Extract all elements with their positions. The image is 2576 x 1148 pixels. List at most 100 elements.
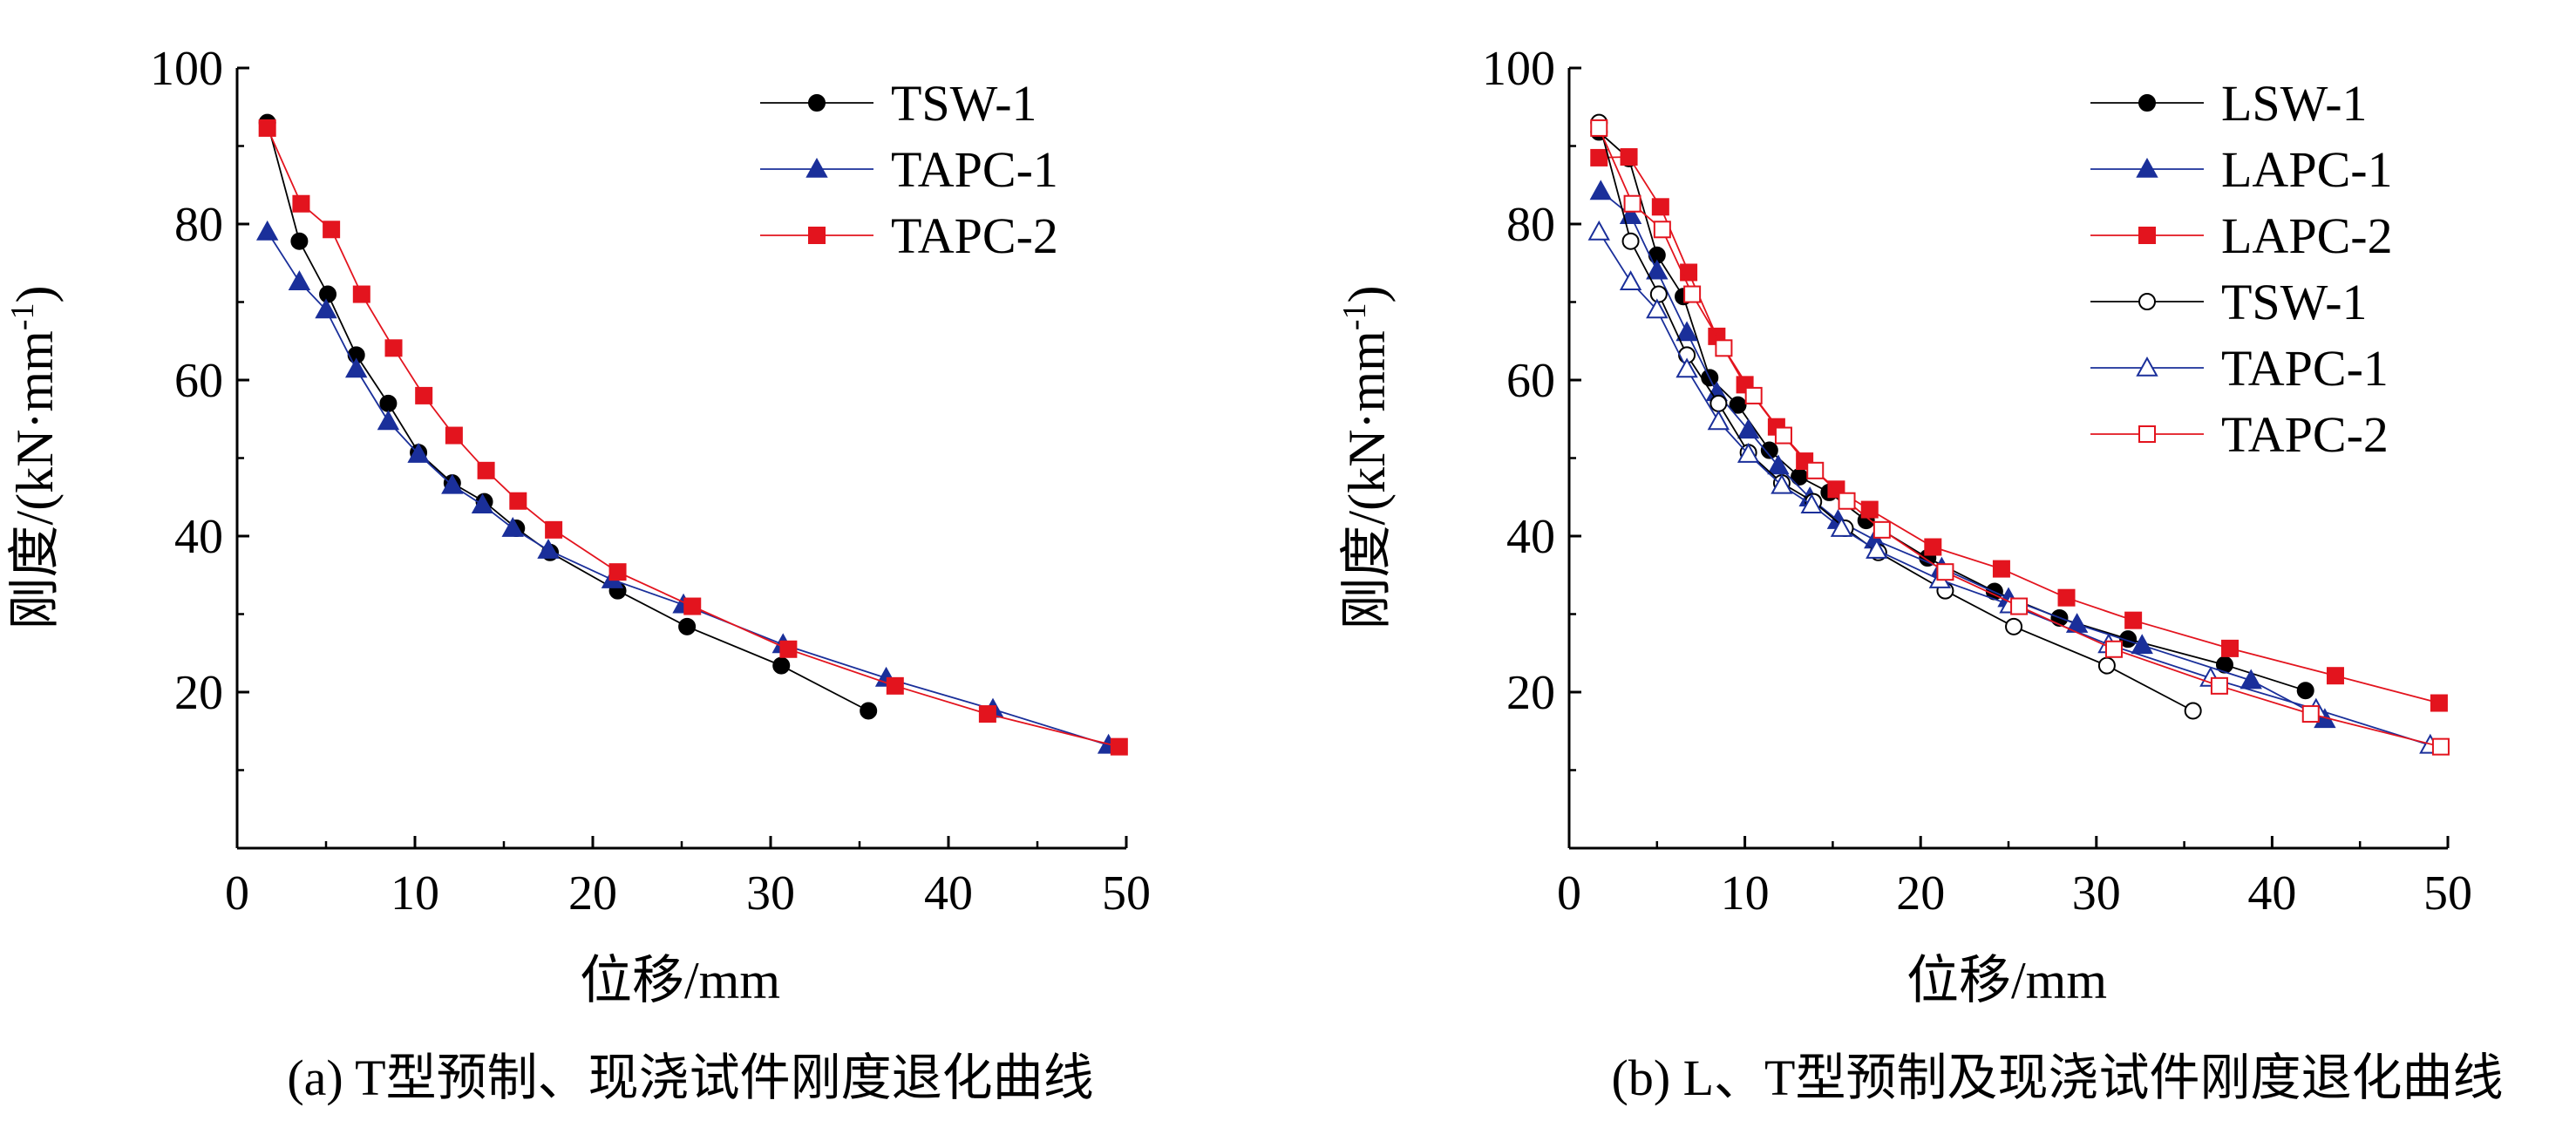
- data-point: [2057, 588, 2076, 607]
- data-point: [2430, 694, 2448, 712]
- data-point: [1587, 220, 1610, 241]
- data-point: [608, 563, 627, 581]
- data-point: [1924, 538, 1942, 556]
- legend-label: TAPC-2: [2221, 406, 2389, 463]
- series-tapc-1: [1587, 220, 2442, 754]
- data-point: [1767, 454, 1790, 475]
- x-tick-label: 10: [391, 866, 439, 920]
- y-tick-label: 60: [174, 354, 223, 408]
- data-point: [537, 539, 560, 559]
- data-point: [2104, 640, 2123, 658]
- data-point: [2097, 656, 2116, 675]
- data-point: [2240, 669, 2262, 689]
- data-point: [1675, 357, 1698, 378]
- data-point: [2124, 611, 2143, 629]
- x-tick-label: 20: [568, 866, 617, 920]
- data-point: [501, 516, 524, 537]
- data-point: [1774, 426, 1792, 445]
- data-point: [2184, 702, 2202, 720]
- data-point: [2326, 667, 2344, 685]
- data-point: [445, 426, 463, 445]
- data-point: [678, 617, 697, 635]
- data-point: [886, 676, 904, 695]
- legend-label: TSW-1: [2221, 274, 2368, 330]
- data-point: [1646, 298, 1669, 319]
- x-tick-label: 50: [2423, 866, 2472, 920]
- data-point: [1729, 396, 1747, 414]
- legend-item: TAPC-2: [2090, 406, 2389, 463]
- figure-caption: (a) T型预制、现浇试件刚度退化曲线: [287, 1050, 1093, 1106]
- y-axis-title-close: ): [6, 286, 64, 303]
- data-point: [1744, 386, 1763, 404]
- y-axis-title-exponent: -1: [4, 303, 41, 331]
- x-tick-label: 30: [746, 866, 795, 920]
- legend-label: LSW-1: [2221, 75, 2368, 132]
- data-point: [1619, 204, 1642, 224]
- legend-marker: [2138, 227, 2156, 244]
- data-point: [407, 442, 430, 463]
- data-point: [344, 357, 368, 378]
- series-line: [1598, 231, 2431, 746]
- legend-label: LAPC-2: [2221, 207, 2393, 264]
- data-point: [288, 270, 311, 291]
- legend-marker: [808, 227, 826, 244]
- x-tick-label: 0: [1557, 866, 1581, 920]
- data-point: [1590, 148, 1608, 166]
- data-point: [2431, 737, 2450, 756]
- x-tick-label: 40: [924, 866, 973, 920]
- data-point: [415, 386, 433, 404]
- chart-panel-a: 0 10 20 30 40 50 20 40 60 80 100 位移/mm 刚度/(kN·mm-1) T…: [4, 42, 1151, 1106]
- data-point: [1806, 461, 1825, 479]
- data-point: [2010, 597, 2029, 615]
- data-point: [860, 702, 878, 720]
- legend-item: TAPC-1: [2090, 340, 2389, 397]
- data-point: [2301, 705, 2320, 723]
- series-tapc-2: [1590, 119, 2450, 756]
- data-point: [352, 285, 370, 303]
- data-point: [377, 410, 400, 431]
- x-tick-label: 0: [225, 866, 249, 920]
- data-point: [2005, 617, 2023, 635]
- y-tick-label: 100: [1482, 42, 1555, 96]
- legend-marker: [2138, 94, 2156, 112]
- data-point: [1771, 473, 1793, 494]
- y-tick-label: 40: [174, 510, 223, 564]
- y-tick-label: 80: [1506, 198, 1555, 252]
- series-tapc-1: [255, 220, 1120, 754]
- data-point: [1760, 441, 1778, 459]
- data-point: [323, 221, 341, 239]
- data-point: [315, 298, 337, 319]
- series-line: [1598, 131, 2306, 692]
- data-point: [545, 520, 563, 539]
- y-tick-label: 80: [174, 198, 223, 252]
- legend-label: TAPC-2: [891, 207, 1058, 264]
- data-point: [292, 194, 310, 213]
- legend-label: LAPC-1: [2221, 141, 2393, 198]
- x-tick-label: 20: [1896, 866, 1945, 920]
- data-point: [1866, 539, 1888, 559]
- data-point: [1619, 270, 1642, 291]
- legend-item: LAPC-1: [2090, 141, 2393, 198]
- data-point: [1620, 148, 1638, 166]
- series-line: [1598, 127, 2442, 748]
- data-point: [1683, 285, 1702, 303]
- data-point: [471, 493, 494, 513]
- series-tapc-2: [258, 119, 1128, 756]
- legend-marker: [2136, 356, 2158, 377]
- series-line: [266, 122, 869, 712]
- x-tick-label: 40: [2247, 866, 2296, 920]
- chart-panel-b: 0 10 20 30 40 50 20 40 60 80 100 位移/mm 刚度/(kN·mm-1) L…: [1336, 42, 2504, 1106]
- data-point: [509, 492, 527, 510]
- data-point: [1707, 410, 1730, 431]
- legend-marker: [2138, 425, 2156, 443]
- data-point: [2210, 676, 2228, 695]
- data-point: [2119, 630, 2138, 649]
- legend-marker: [2136, 157, 2158, 178]
- y-axis-title-main: 刚度/(kN·mm: [1338, 330, 1396, 629]
- data-point: [772, 656, 791, 675]
- data-point: [1621, 232, 1640, 250]
- y-tick-label: 40: [1506, 510, 1555, 564]
- legend-item: LSW-1: [2090, 75, 2368, 132]
- y-tick-label: 20: [1506, 666, 1555, 720]
